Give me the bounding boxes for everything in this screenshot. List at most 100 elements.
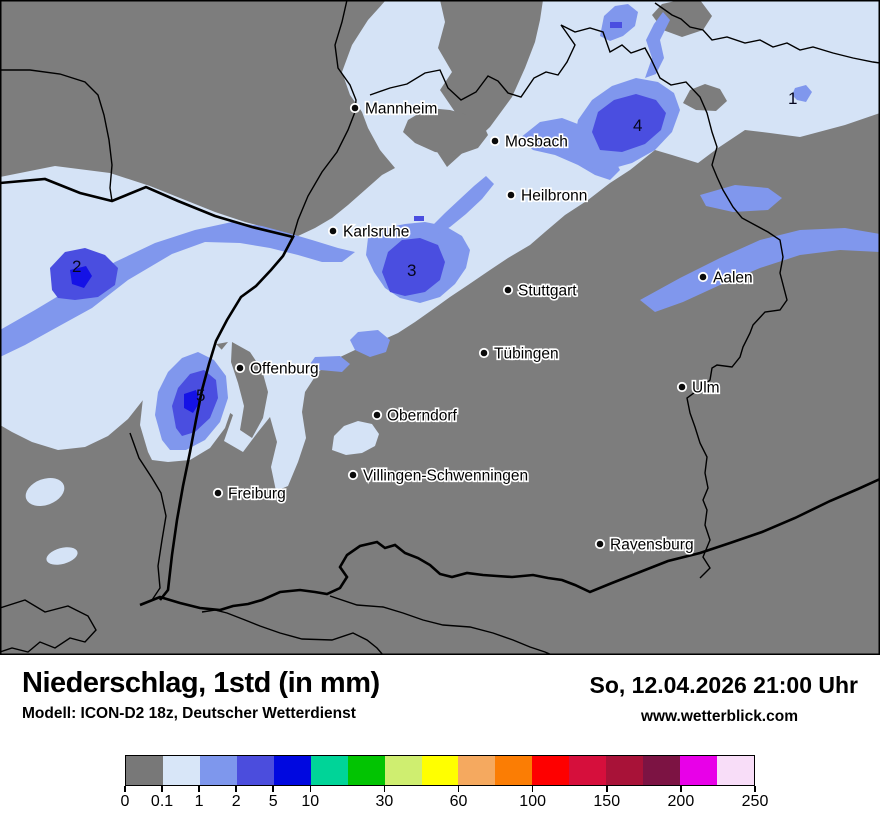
forecast-datetime: So, 12.04.2026 21:00 Uhr [589,672,859,698]
city-dot [489,135,501,147]
legend-tick-label-0: 0 [120,793,130,810]
city-dot [371,409,383,421]
city-marker-offenburg: Offenburg [234,359,320,379]
city-dot [349,102,361,114]
precip-intense [70,266,200,413]
legend-segment-11 [532,756,570,785]
city-dot [327,225,339,237]
precipitation-map: 1 2 3 4 5 Mannheim Mosbach Heilbronn Karlsruhe S… [0,0,880,656]
city-label-heilbronn: Heilbronn [521,188,587,205]
legend-segment-13 [606,756,644,785]
city-dot [697,271,709,283]
legend-segment-10 [495,756,533,785]
precip-value-2: 2 [72,257,81,276]
legend-tick-label-5: 5 [268,793,278,810]
city-dot [212,487,224,499]
precip-value-1: 1 [788,89,797,108]
legend-segment-16 [717,756,754,785]
city-marker-heilbronn: Heilbronn [505,186,589,206]
city-label-offenburg: Offenburg [250,361,319,378]
city-label-stuttgart: Stuttgart [518,283,577,300]
city-marker-ravensburg: Ravensburg [594,535,695,555]
legend-tick [754,786,756,792]
legend-tick [531,786,534,792]
city-markers: Mannheim Mosbach Heilbronn Karlsruhe Stuttga… [212,99,754,555]
legend-tick [383,786,386,792]
city-marker-mosbach: Mosbach [489,132,570,152]
legend-tick-label-0.1: 0.1 [150,793,174,810]
page-title: Niederschlag, 1std (in mm) [22,667,380,699]
city-marker-t-bingen: Tübingen [478,344,560,364]
precip-value-labels: 1 2 3 4 5 [72,89,797,405]
legend-segment-14 [643,756,681,785]
legend-segment-4 [273,756,311,785]
city-dot [594,538,606,550]
legend-segment-6 [347,756,385,785]
legend-tick [161,786,163,792]
map-frame [0,0,880,655]
legend-segment-1 [162,756,200,785]
legend-tick-label-10: 10 [301,793,320,810]
precip-value-3: 3 [407,261,416,280]
legend-tick-label-200: 200 [667,793,695,810]
map-canvas: 1 2 3 4 5 Mannheim Mosbach Heilbronn Karlsruhe S… [0,0,880,656]
city-dot [347,469,359,481]
model-info: Modell: ICON-D2 18z, Deutscher Wetterdie… [22,705,356,722]
city-marker-ulm: Ulm [676,378,721,398]
city-label-villingen-schwenningen: Villingen-Schwenningen [363,468,528,485]
website-url: www.wetterblick.com [640,708,798,725]
legend-tick-label-60: 60 [449,793,468,810]
legend-tick [606,786,608,792]
city-marker-freiburg: Freiburg [212,484,287,504]
city-marker-mannheim: Mannheim [349,99,439,119]
precip-legend: 0 0.1 1 2 5 10 30 60 100 150 200 250 [121,755,768,815]
legend-tick [309,786,312,792]
legend-segment-0 [126,756,163,785]
legend-segment-15 [680,756,717,785]
legend-color-bar [125,755,755,786]
legend-tick-label-1: 1 [194,793,204,810]
city-label-ravensburg: Ravensburg [610,537,694,554]
legend-tick [457,786,460,792]
legend-segment-7 [384,756,422,785]
legend-tick-label-150: 150 [593,793,621,810]
legend-segment-2 [199,756,237,785]
city-marker-oberndorf: Oberndorf [371,406,459,426]
city-dot [502,284,514,296]
precip-value-5: 5 [196,386,205,405]
legend-tick-label-100: 100 [519,793,546,810]
city-marker-stuttgart: Stuttgart [502,281,579,301]
city-dot [676,381,688,393]
city-label-karlsruhe: Karlsruhe [343,224,409,241]
city-label-mosbach: Mosbach [505,134,568,151]
legend-segment-5 [310,756,348,785]
legend-segment-12 [569,756,607,785]
city-label-aalen: Aalen [713,270,753,287]
legend-tick-label-2: 2 [231,793,241,810]
legend-segment-8 [421,756,459,785]
map-footer: Niederschlag, 1std (in mm) Modell: ICON-… [0,655,880,830]
city-dot [505,189,517,201]
legend-tick [235,786,237,792]
legend-tick [680,786,682,792]
legend-tick [272,786,274,792]
legend-tick [124,786,126,792]
city-label-ulm: Ulm [692,380,720,397]
city-label-oberndorf: Oberndorf [387,408,457,425]
legend-tick [198,786,200,792]
legend-tick-label-30: 30 [375,793,394,810]
precip-value-4: 4 [633,116,642,135]
city-marker-karlsruhe: Karlsruhe [327,222,411,242]
city-marker-villingen-schwenningen: Villingen-Schwenningen [347,466,530,486]
legend-tick-label-250: 250 [741,793,769,810]
border-lines [0,0,880,656]
city-label-mannheim: Mannheim [365,101,437,118]
city-marker-aalen: Aalen [697,268,754,288]
legend-segment-3 [236,756,274,785]
city-dot [478,347,490,359]
legend-segment-9 [458,756,496,785]
city-label-t-bingen: Tübingen [494,346,559,363]
city-label-freiburg: Freiburg [228,486,286,503]
city-dot [234,362,246,374]
